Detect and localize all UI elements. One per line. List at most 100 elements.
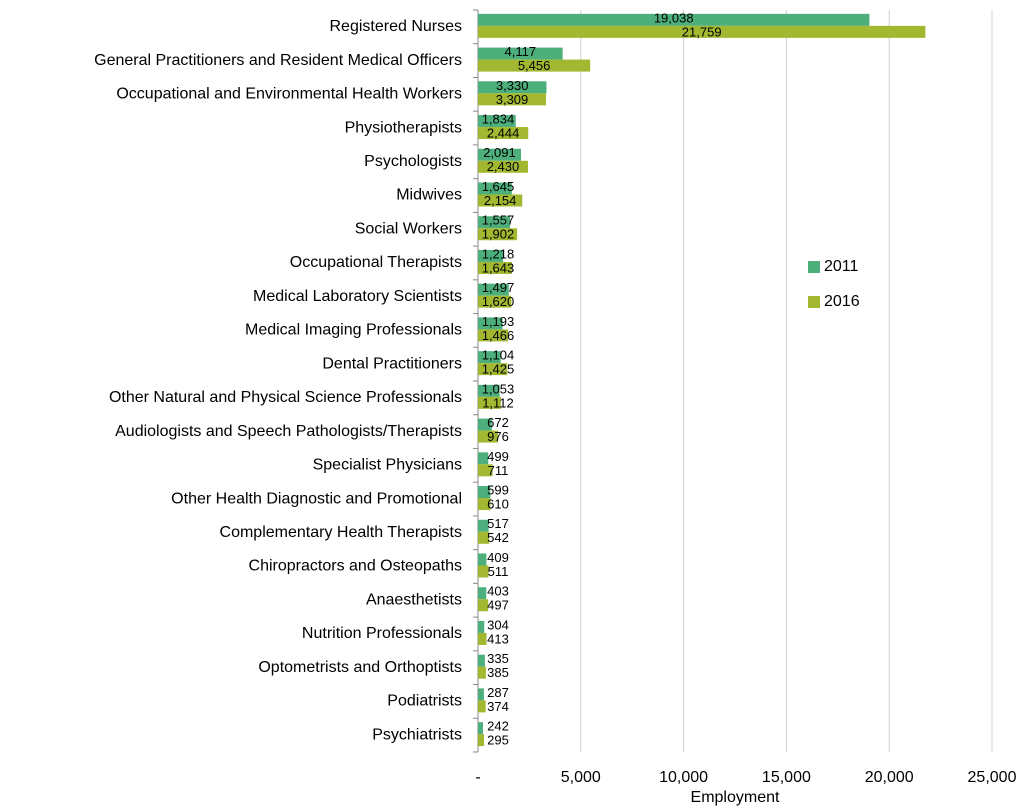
y-tick-label: Social Workers (355, 220, 462, 237)
value-label: 19,038 (654, 10, 694, 25)
y-tick-label: Occupational Therapists (290, 254, 462, 271)
y-tick-label: Complementary Health Therapists (220, 524, 462, 541)
x-tick-label: 5,000 (561, 769, 601, 786)
value-label: 2,430 (487, 159, 520, 174)
y-tick-label: Specialist Physicians (313, 457, 462, 474)
x-tick-label: 20,000 (865, 769, 914, 786)
legend-swatch (808, 261, 820, 273)
bar (478, 115, 516, 128)
bar (478, 734, 485, 747)
value-label: 1,497 (482, 280, 515, 295)
value-label: 2,091 (483, 145, 516, 160)
x-tick-label: 15,000 (762, 769, 811, 786)
y-tick-label: Other Health Diagnostic and Promotional (171, 490, 462, 507)
y-tick-label: Psychiatrists (372, 726, 462, 743)
y-tick-label: Medical Laboratory Scientists (253, 288, 462, 305)
bar (478, 384, 500, 397)
bar (478, 228, 518, 241)
bar (478, 249, 504, 262)
bar (478, 587, 487, 600)
value-label: 511 (488, 564, 509, 579)
value-label: 1,645 (482, 179, 515, 194)
value-label: 21,759 (682, 24, 722, 39)
value-label: 1,425 (482, 362, 515, 377)
bar (478, 317, 503, 330)
bar (478, 486, 491, 499)
value-label: 1,466 (482, 328, 515, 343)
value-label: 409 (487, 550, 509, 565)
bar (478, 81, 547, 94)
bar (478, 25, 926, 38)
x-tick-label: - (475, 769, 480, 786)
bar (478, 666, 486, 679)
bar (478, 216, 511, 229)
bar (478, 498, 491, 511)
value-label: 413 (487, 631, 509, 646)
value-label: 1,104 (482, 348, 515, 363)
value-label: 1,902 (482, 227, 515, 242)
legend-label: 2011 (824, 258, 859, 275)
x-axis-title: Employment (691, 789, 780, 806)
x-tick-label: 10,000 (659, 769, 708, 786)
y-tick-label: Physiotherapists (345, 119, 462, 136)
legend-swatch (808, 296, 820, 308)
bar (478, 351, 501, 364)
value-label: 3,330 (496, 78, 529, 93)
value-label: 1,620 (482, 294, 515, 309)
value-label: 304 (487, 617, 509, 632)
y-tick-label: Occupational and Environmental Health Wo… (116, 86, 462, 103)
value-label: 295 (487, 733, 509, 748)
value-label: 1,557 (482, 213, 515, 228)
bar (478, 261, 512, 274)
value-label: 3,309 (496, 92, 529, 107)
value-label: 499 (487, 449, 509, 464)
bar (478, 519, 489, 532)
value-label: 385 (487, 665, 509, 680)
value-label: 4,117 (505, 44, 537, 59)
y-tick-label: General Practitioners and Resident Medic… (94, 52, 462, 69)
bar (478, 632, 487, 645)
bar (478, 160, 528, 173)
bar (478, 654, 485, 667)
value-label: 5,456 (518, 58, 551, 73)
value-label: 1,112 (482, 395, 514, 410)
value-label: 1,193 (482, 314, 515, 329)
value-label: 497 (487, 598, 509, 613)
y-tick-label: Chiropractors and Osteopaths (249, 558, 462, 575)
bar (478, 295, 512, 308)
y-tick-label: Anaesthetists (366, 591, 462, 608)
value-label: 287 (487, 685, 509, 700)
bar (478, 283, 509, 296)
value-label: 374 (487, 699, 509, 714)
value-label: 1,218 (482, 246, 515, 261)
bar (478, 59, 591, 72)
value-label: 976 (487, 429, 509, 444)
value-label: 1,053 (482, 381, 515, 396)
value-label: 517 (487, 516, 509, 531)
bar (478, 13, 870, 26)
bar (478, 194, 523, 207)
value-label: 1,643 (482, 260, 515, 275)
value-label: 711 (488, 463, 509, 478)
bar (478, 553, 487, 566)
bar (478, 620, 485, 633)
bar (478, 531, 490, 544)
y-tick-label: Nutrition Professionals (302, 625, 462, 642)
bar (478, 329, 509, 342)
bar (478, 565, 489, 578)
value-label: 599 (487, 482, 509, 497)
y-tick-label: Optometrists and Orthoptists (258, 659, 462, 676)
bar (478, 363, 508, 376)
bar (478, 418, 492, 431)
bar (478, 452, 489, 465)
value-label: 2,154 (484, 193, 517, 208)
legend-label: 2016 (824, 293, 860, 310)
bar (478, 127, 529, 140)
bar (478, 182, 512, 195)
y-tick-label: Registered Nurses (330, 18, 463, 35)
y-tick-label: Dental Practitioners (322, 355, 462, 372)
value-label: 672 (487, 415, 509, 430)
bar (478, 688, 484, 701)
value-label: 1,834 (482, 111, 515, 126)
